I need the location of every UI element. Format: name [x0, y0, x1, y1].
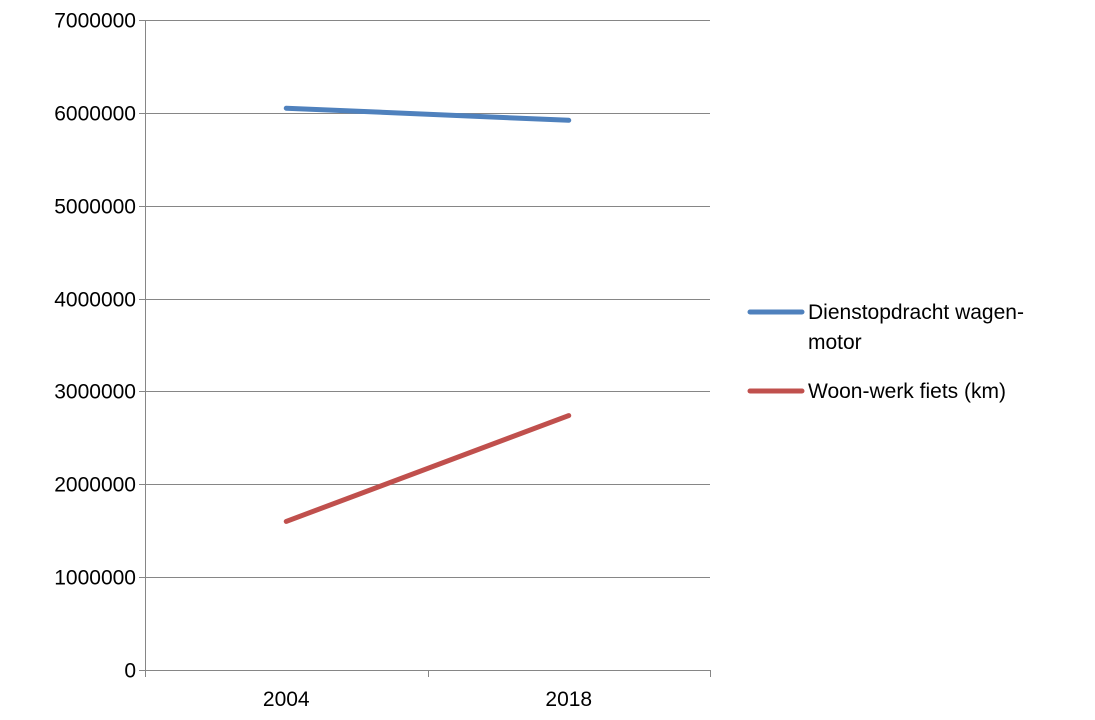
y-tick-label: 0	[124, 660, 136, 683]
y-tick-label: 1000000	[54, 567, 136, 590]
legend-item-1: Dienstopdracht wagen-motor	[747, 301, 1024, 354]
x-tick-label: 2004	[263, 688, 310, 711]
y-tick-label: 2000000	[54, 474, 136, 497]
legend-item-2: Woon-werk fiets (km)	[747, 380, 1006, 403]
y-tick-label: 3000000	[54, 381, 136, 404]
legend: Dienstopdracht wagen-motor Woon-werk fiet…	[747, 301, 1024, 403]
axes	[139, 20, 711, 677]
y-tick-label: 6000000	[54, 103, 136, 126]
y-tick-label: 5000000	[54, 196, 136, 219]
series-line-1	[283, 105, 572, 123]
legend-label: Woon-werk fiets (km)	[808, 380, 1006, 403]
tick-labels: 0 1000000 2000000 3000000 4000000 5000000 6000…	[54, 10, 592, 712]
series-lines	[283, 105, 572, 524]
series-line-2	[283, 413, 572, 524]
y-tick-label: 4000000	[54, 289, 136, 312]
legend-label: motor	[808, 331, 862, 354]
gridlines	[145, 20, 710, 578]
legend-label: Dienstopdracht wagen-	[808, 301, 1024, 324]
x-tick-label: 2018	[545, 688, 592, 711]
y-tick-label: 7000000	[54, 10, 136, 33]
